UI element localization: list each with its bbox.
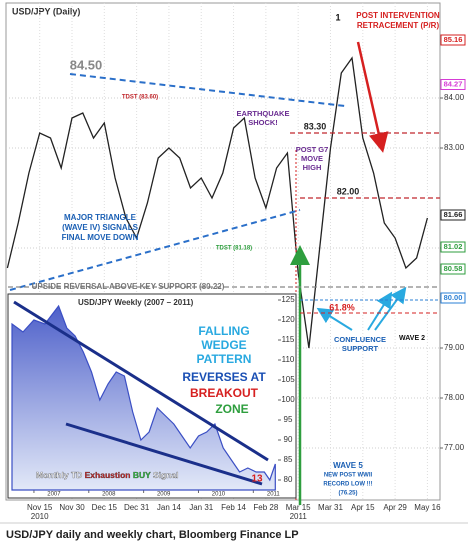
y-tick-label: 84.00 bbox=[444, 93, 465, 102]
confluence-arrow bbox=[316, 307, 353, 331]
annotation: NEW POST WWII bbox=[324, 473, 373, 479]
signal-part: Signal bbox=[151, 470, 179, 480]
x-tick-label: Apr 29 bbox=[383, 503, 407, 512]
wedge-line bbox=[13, 300, 269, 462]
y-tick-label: 78.00 bbox=[444, 393, 465, 402]
inset-annotation: WEDGE bbox=[201, 338, 246, 352]
triangle-top bbox=[69, 73, 346, 107]
inset-y-tick-label: 85 bbox=[284, 455, 293, 464]
wedge-line bbox=[65, 422, 263, 486]
inset-x-tick-label: 2007 bbox=[47, 492, 61, 498]
price-marker-label: 80.58 bbox=[444, 264, 463, 273]
annotation: UPSIDE REVERSAL ABOVE KEY SUPPORT (80.22… bbox=[32, 282, 225, 291]
inset-annotation: 13 bbox=[251, 474, 263, 485]
price-line bbox=[6, 56, 429, 349]
signal-part: Exhaustion bbox=[85, 470, 131, 480]
inset-y-tick-label: 110 bbox=[282, 355, 295, 364]
x-tick-label: Dec 31 bbox=[124, 503, 150, 512]
x-tick-label: Apr 15 bbox=[351, 503, 375, 512]
price-marker bbox=[440, 263, 466, 275]
annotation: 61.8% bbox=[329, 302, 355, 312]
inset-title: USD/JPY Weekly (2007 – 2011) bbox=[78, 298, 194, 307]
annotation: TDST (81.18) bbox=[216, 246, 252, 252]
y-tick-label: 83.00 bbox=[444, 143, 465, 152]
inset-x-tick-label: 2009 bbox=[157, 492, 171, 498]
annotation: (WAVE IV) SIGNALS bbox=[62, 223, 139, 232]
annotation: RETRACEMENT (P/R) bbox=[357, 21, 440, 30]
price-marker bbox=[440, 79, 466, 90]
y-tick-label: 79.00 bbox=[444, 343, 465, 352]
inset-y-tick-label: 80 bbox=[284, 475, 293, 484]
signal-part: Monthly TD bbox=[36, 470, 85, 480]
inset-x-tick-label: 2011 bbox=[267, 492, 281, 498]
annotation: EARTHQUAKE bbox=[237, 109, 290, 118]
drawing-lines: 83.30 82.00 84.50 TDST (83.60) EARTHQUAKESHO… bbox=[8, 11, 440, 505]
price-marker-label: 85.16 bbox=[444, 35, 463, 44]
annotation: SUPPORT bbox=[342, 344, 379, 353]
signal-part: BUY bbox=[130, 470, 151, 480]
caption: USD/JPY daily and weekly chart, Bloomber… bbox=[6, 529, 299, 541]
x-tick-label: Nov 30 bbox=[59, 503, 85, 512]
retracement-arrow bbox=[356, 41, 389, 153]
annotation: MAJOR TRIANGLE bbox=[64, 213, 137, 222]
inset-annotation: BREAKOUT bbox=[190, 386, 259, 400]
x-tick-label: Mar 15 bbox=[286, 503, 311, 512]
inset-annotation: ZONE bbox=[215, 402, 248, 416]
chart-title: USD/JPY (Daily) bbox=[12, 6, 80, 16]
year-label: 2010 bbox=[31, 512, 49, 521]
weekly-chart: USD/JPY Weekly (2007 – 2011) 80 85 90 95 100… bbox=[7, 293, 297, 499]
annotation: FINAL MOVE DOWN bbox=[62, 233, 139, 242]
x-tick-label: Feb 28 bbox=[253, 503, 278, 512]
price-marker bbox=[440, 34, 466, 46]
annotation: CONFLUENCE bbox=[334, 335, 386, 344]
inset-y-tick-label: 95 bbox=[284, 415, 293, 424]
price-marker bbox=[440, 241, 466, 253]
price-marker bbox=[440, 209, 466, 221]
price-marker bbox=[440, 292, 466, 304]
annotation: WAVE 2 bbox=[399, 335, 425, 342]
inset-annotation: REVERSES AT bbox=[182, 370, 266, 384]
inset-y-tick-label: 90 bbox=[284, 435, 293, 444]
confluence-arrow bbox=[374, 286, 407, 331]
annotation: TDST (83.60) bbox=[122, 95, 158, 101]
x-tick-label: Dec 15 bbox=[92, 503, 118, 512]
annotation: POST INTERVENTION bbox=[356, 11, 440, 20]
inset-annotation: FALLING bbox=[198, 324, 249, 338]
x-tick-label: Jan 31 bbox=[189, 503, 214, 512]
level-label: 82.00 bbox=[337, 186, 360, 196]
inset-y-tick-label: 100 bbox=[281, 395, 295, 404]
annotation: POST G7 bbox=[296, 145, 329, 154]
annotation: 1 bbox=[335, 12, 340, 22]
inset-y-tick-label: 115 bbox=[282, 335, 295, 344]
inset-x-tick-label: 2008 bbox=[102, 492, 116, 498]
annotation: RECORD LOW !!! bbox=[323, 482, 372, 488]
inset-y-tick-label: 105 bbox=[281, 375, 295, 384]
inset-x-tick-label: 2010 bbox=[212, 492, 226, 498]
annotation: (76.25) bbox=[338, 491, 357, 497]
inset-annotation: PATTERN bbox=[197, 352, 252, 366]
annotation: WAVE 5 bbox=[333, 461, 363, 470]
annotation: 84.50 bbox=[70, 57, 103, 72]
x-tick-label: Nov 15 bbox=[27, 503, 53, 512]
x-tick-label: May 16 bbox=[414, 503, 441, 512]
triangle-bottom bbox=[9, 209, 301, 291]
price-marker-label: 84.27 bbox=[444, 79, 463, 88]
inset-y-tick-label: 120 bbox=[281, 315, 295, 324]
x-tick-label: Jan 14 bbox=[157, 503, 182, 512]
price-marker-label: 81.66 bbox=[444, 210, 463, 219]
price-marker-label: 81.02 bbox=[444, 242, 463, 251]
annotation: MOVE bbox=[301, 154, 323, 163]
level-label: 83.30 bbox=[304, 121, 327, 131]
annotation: SHOCK! bbox=[248, 118, 278, 127]
price-marker-label: 80.00 bbox=[444, 293, 463, 302]
year-label: 2011 bbox=[290, 512, 308, 521]
signal-text: Monthly TD Exhaustion BUY Signal bbox=[36, 470, 178, 480]
annotation: HIGH bbox=[303, 163, 322, 172]
x-tick-label: Mar 31 bbox=[318, 503, 343, 512]
x-tick-label: Feb 14 bbox=[221, 503, 246, 512]
inset-y-tick-label: 125 bbox=[281, 295, 295, 304]
inset-area bbox=[11, 304, 276, 491]
y-tick-label: 77.00 bbox=[444, 443, 465, 452]
